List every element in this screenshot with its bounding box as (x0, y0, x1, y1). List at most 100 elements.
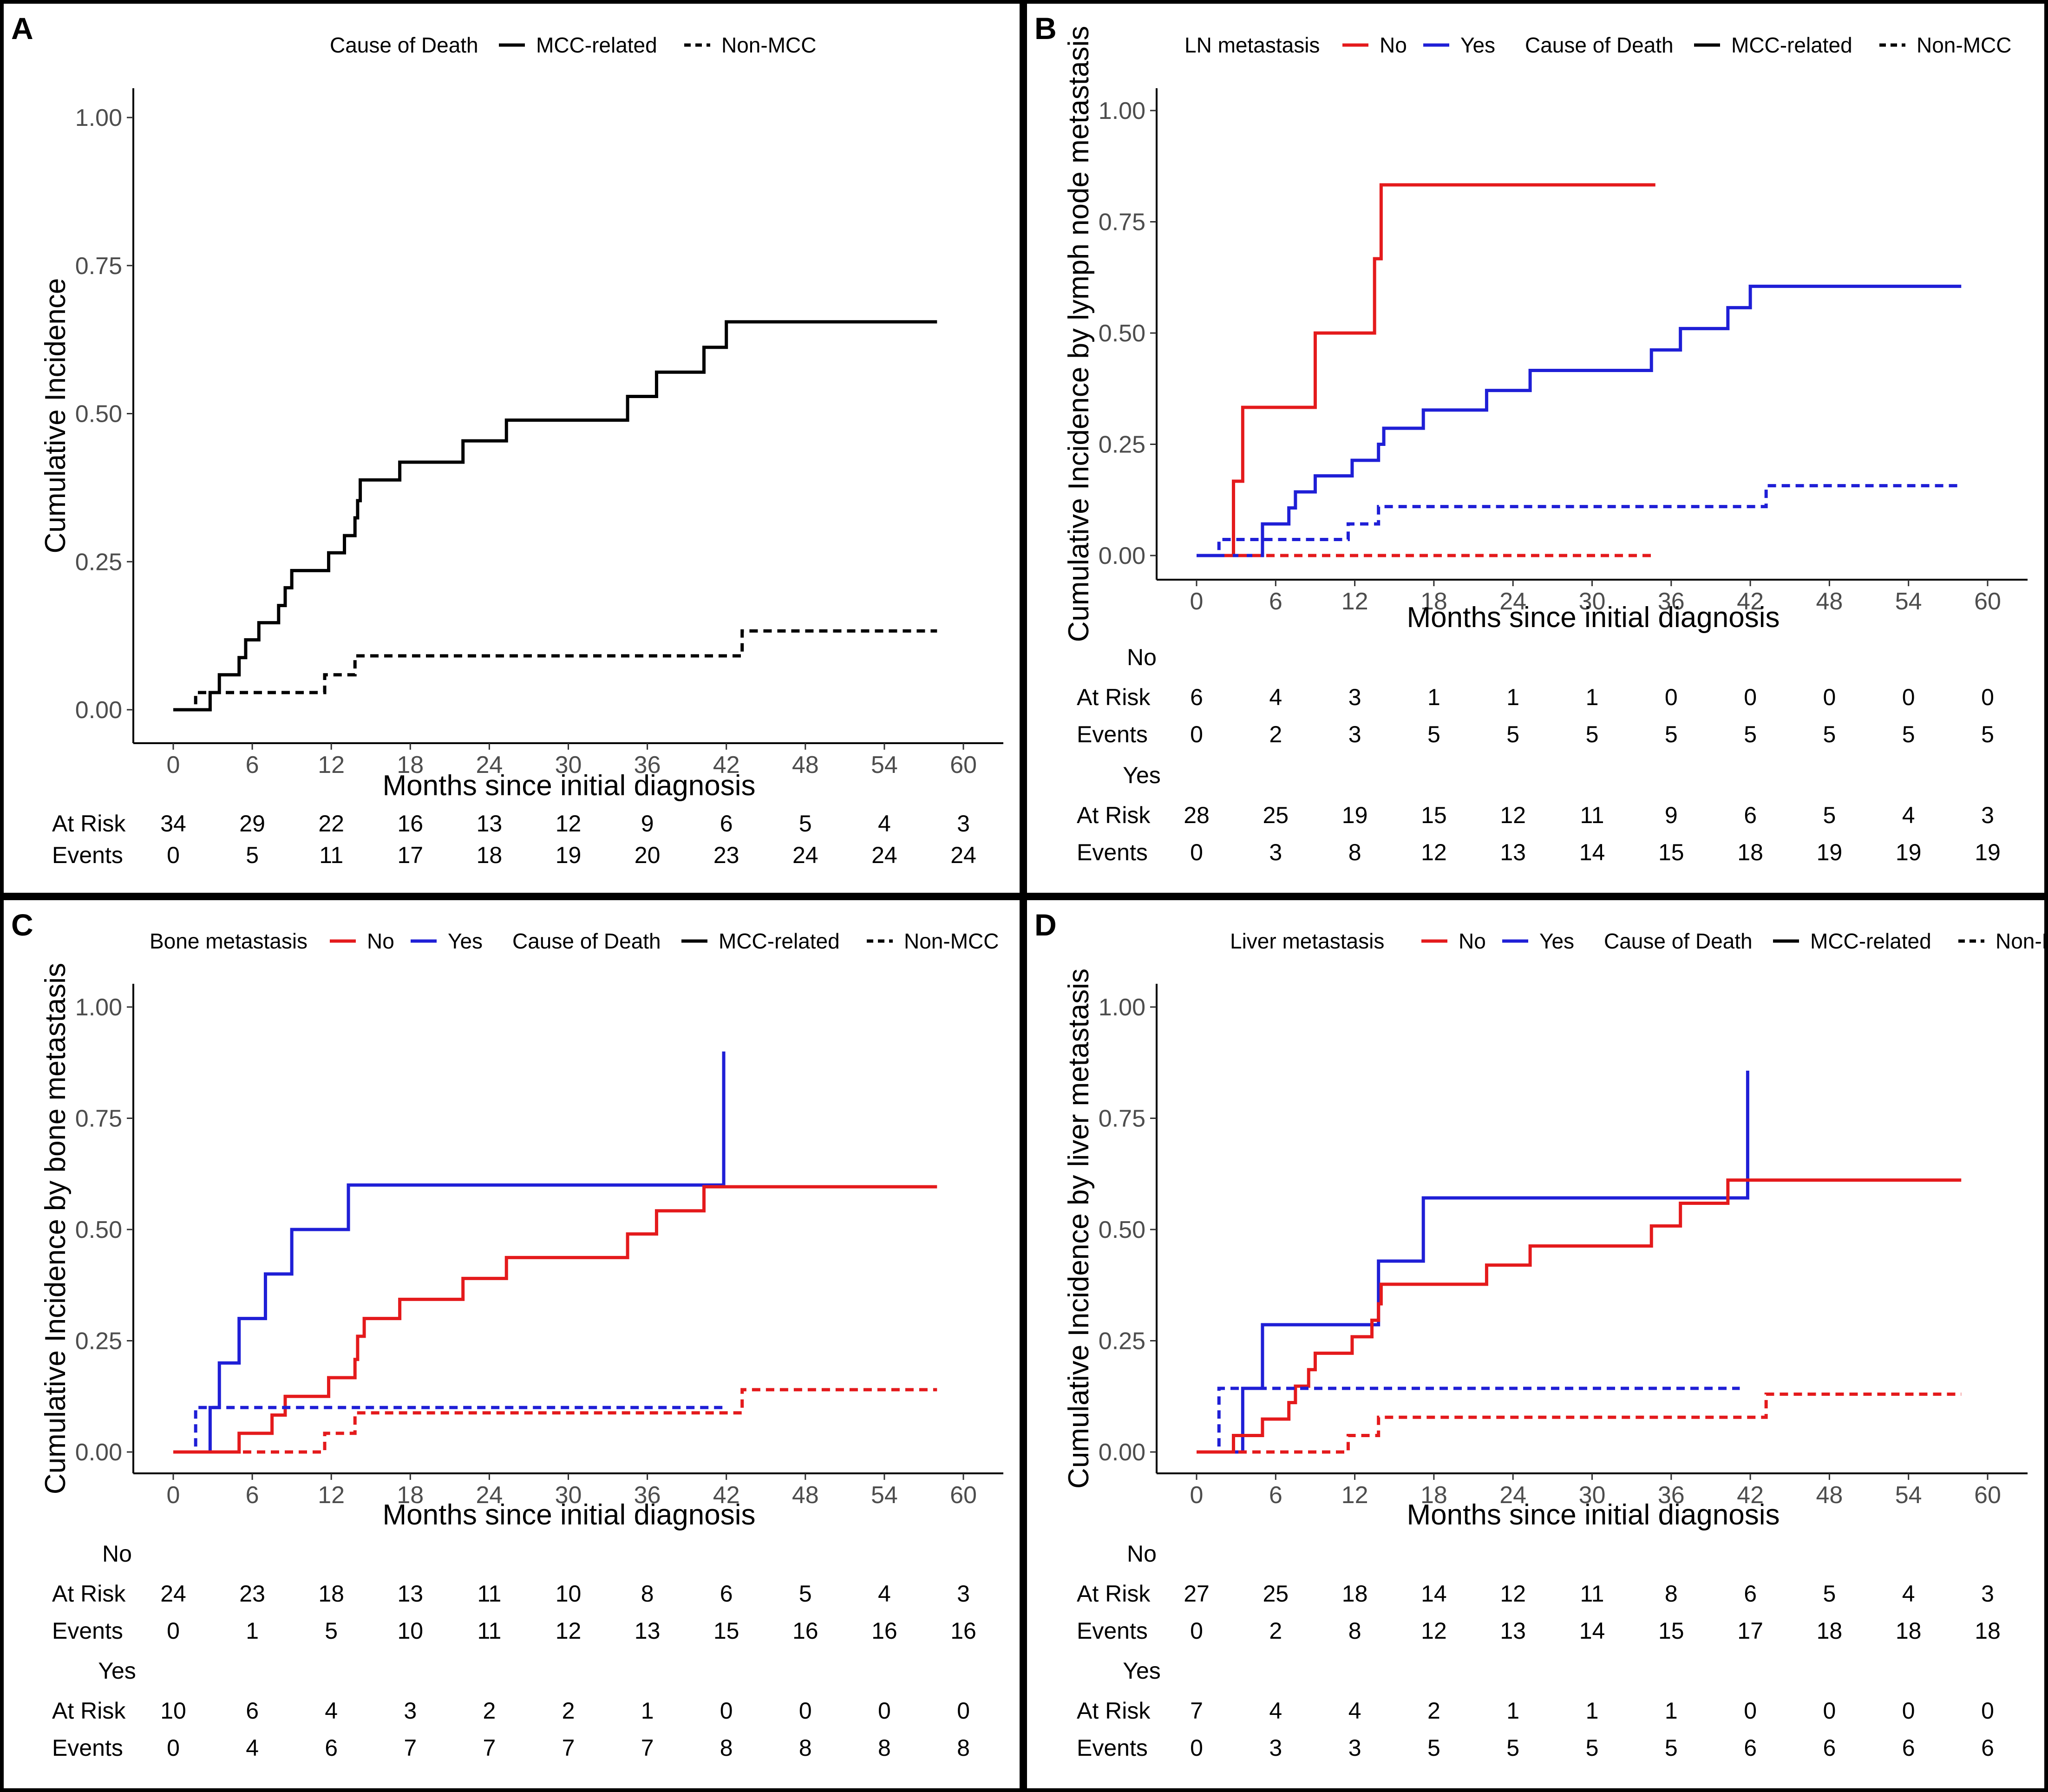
y-tick-label: 0.00 (75, 697, 122, 724)
x-tick-label: 42 (1737, 588, 1764, 615)
risk-row-label: At Risk (52, 811, 126, 837)
risk-value: 6 (1744, 1581, 1757, 1607)
panel-label: D (1034, 908, 1057, 942)
risk-value: 0 (1190, 1735, 1203, 1761)
risk-value: 8 (799, 1735, 812, 1761)
risk-value: 23 (713, 842, 739, 868)
risk-value: 0 (1190, 839, 1203, 865)
x-tick-label: 30 (555, 752, 582, 778)
risk-value: 12 (1500, 802, 1526, 828)
risk-group-label: No (102, 1541, 132, 1567)
x-tick-label: 18 (397, 1482, 424, 1509)
risk-value: 23 (239, 1581, 265, 1607)
x-axis-label: Months since initial diagnosis (383, 770, 756, 802)
risk-value: 4 (1269, 1698, 1282, 1724)
risk-value: 0 (1823, 1698, 1836, 1724)
risk-value: 5 (1506, 721, 1519, 747)
risk-row-label: Events (1077, 839, 1148, 865)
risk-value: 17 (397, 842, 423, 868)
series-line-no-mcc-related (1197, 1178, 1962, 1454)
panel-border (0, 0, 1023, 896)
legend-title: Bone metastasis (150, 929, 308, 953)
risk-value: 6 (1902, 1735, 1915, 1761)
x-tick-label: 12 (318, 1482, 345, 1509)
risk-value: 19 (1817, 839, 1843, 865)
series-line-no-mcc-related (173, 1185, 937, 1454)
series-line-mcc-related (173, 320, 937, 712)
risk-value: 8 (1348, 1618, 1361, 1644)
risk-value: 15 (1658, 839, 1684, 865)
series-line-yes-non-mcc (1197, 484, 1962, 557)
risk-value: 4 (325, 1698, 338, 1724)
y-tick-label: 0.25 (75, 1328, 122, 1355)
x-tick-label: 48 (792, 752, 819, 778)
legend-entry-label: Non-MCC (1996, 929, 2048, 953)
risk-value: 10 (397, 1618, 423, 1644)
risk-value: 12 (1421, 839, 1447, 865)
risk-value: 0 (1981, 1698, 1994, 1724)
risk-value: 3 (1981, 802, 1994, 828)
risk-value: 4 (246, 1735, 259, 1761)
risk-group-label: No (1127, 644, 1157, 670)
panel-c: C0.000.250.500.751.000 6 12 18 24 30 36 42 48 54 6… (0, 896, 1023, 1792)
y-tick-label: 1.00 (1099, 98, 1145, 124)
risk-value: 25 (1263, 802, 1289, 828)
series-line-yes-mcc-related (1197, 1070, 1749, 1454)
risk-value: 1 (1506, 684, 1519, 710)
y-tick-label: 0.25 (75, 549, 122, 576)
y-tick-label: 0.75 (1099, 1105, 1145, 1132)
risk-value: 6 (1823, 1735, 1836, 1761)
risk-value: 5 (246, 842, 259, 868)
x-tick-label: 48 (792, 1482, 819, 1509)
x-tick-label: 54 (1895, 588, 1922, 615)
risk-value: 5 (799, 1581, 812, 1607)
risk-value: 6 (720, 811, 733, 837)
risk-value: 0 (799, 1698, 812, 1724)
risk-value: 29 (239, 811, 265, 837)
series-line-yes-mcc-related (1197, 284, 1962, 557)
risk-value: 19 (1342, 802, 1368, 828)
risk-value: 18 (477, 842, 503, 868)
x-tick-label: 36 (634, 1482, 661, 1509)
risk-group-label: Yes (1123, 762, 1161, 788)
risk-value: 6 (1190, 684, 1203, 710)
risk-value: 11 (1580, 1581, 1604, 1607)
risk-value: 3 (957, 1581, 970, 1607)
risk-value: 8 (957, 1735, 970, 1761)
x-tick-label: 30 (1579, 1482, 1606, 1509)
risk-value: 19 (1896, 839, 1922, 865)
x-tick-label: 24 (476, 1482, 503, 1509)
risk-value: 34 (160, 811, 186, 837)
risk-value: 7 (483, 1735, 496, 1761)
risk-value: 6 (720, 1581, 733, 1607)
risk-value: 18 (1975, 1618, 2001, 1644)
risk-value: 1 (1665, 1698, 1678, 1724)
x-tick-label: 6 (246, 1482, 259, 1509)
risk-value: 3 (1269, 839, 1282, 865)
risk-value: 18 (1737, 839, 1763, 865)
legend-title: LN metastasis (1184, 33, 1320, 57)
risk-row-label: At Risk (1077, 1581, 1151, 1607)
risk-value: 12 (556, 1618, 582, 1644)
risk-value: 8 (641, 1581, 654, 1607)
risk-value: 7 (641, 1735, 654, 1761)
x-axis-label: Months since initial diagnosis (1407, 602, 1780, 634)
x-tick-label: 54 (871, 1482, 898, 1509)
panel-a: A0.000.250.500.751.000 6 12 18 24 30 36 42 48 54 6… (0, 0, 1023, 896)
legend-entry-label: MCC-related (536, 33, 657, 57)
risk-value: 1 (1427, 684, 1440, 710)
risk-value: 5 (1665, 721, 1678, 747)
risk-value: 15 (1658, 1618, 1684, 1644)
risk-value: 8 (720, 1735, 733, 1761)
risk-value: 2 (1269, 721, 1282, 747)
y-tick-label: 0.50 (1099, 1216, 1145, 1243)
risk-value: 4 (1902, 1581, 1915, 1607)
legend-entry-label: Yes (1460, 33, 1495, 57)
risk-value: 12 (1421, 1618, 1447, 1644)
x-tick-label: 12 (1341, 1482, 1368, 1509)
risk-value: 15 (713, 1618, 739, 1644)
y-tick-label: 0.50 (75, 401, 122, 428)
risk-row-label: Events (1077, 721, 1148, 747)
series-line-yes-non-mcc (173, 1406, 724, 1454)
risk-value: 0 (1981, 684, 1994, 710)
